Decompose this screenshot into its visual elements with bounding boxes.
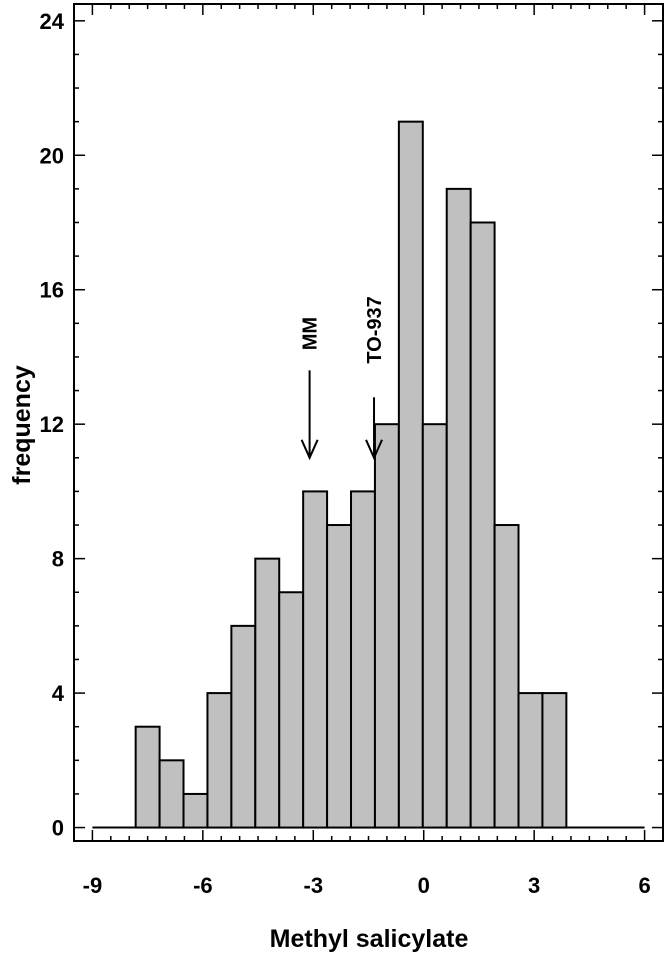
histogram-bar <box>373 423 400 829</box>
histogram-bar <box>445 187 472 829</box>
y-tick-label: 12 <box>40 412 64 437</box>
x-tick-label: 6 <box>638 873 650 898</box>
y-tick-label: 20 <box>40 143 64 168</box>
y-axis-title: frequency <box>8 365 36 485</box>
histogram-bar <box>254 557 281 829</box>
histogram-bar <box>541 692 568 829</box>
x-tick-label: -9 <box>83 873 103 898</box>
x-tick-label: -3 <box>304 873 324 898</box>
histogram-bar <box>302 490 329 829</box>
histogram-bar <box>421 423 448 829</box>
histogram-bar <box>397 120 424 829</box>
annotation-arrow-head <box>365 439 383 461</box>
histogram-bar <box>469 221 496 829</box>
annotations-layer: MM TO-937 <box>300 296 386 461</box>
annotation-label: TO-937 <box>364 296 386 363</box>
histogram-bar <box>134 725 161 829</box>
histogram-bar <box>278 591 305 829</box>
y-tick-label: 4 <box>52 681 65 706</box>
histogram-bar <box>158 759 185 829</box>
histogram-bar <box>326 524 353 829</box>
histogram-bar <box>230 624 257 829</box>
histogram-bar <box>493 524 520 829</box>
histogram-bar <box>182 792 209 829</box>
y-tick-label: 8 <box>52 547 64 572</box>
x-tick-label: -6 <box>193 873 213 898</box>
x-tick-label: 3 <box>528 873 540 898</box>
y-tick-label: 24 <box>40 9 65 34</box>
x-axis-title: Methyl salicylate <box>270 925 469 953</box>
y-tick-label: 16 <box>40 278 64 303</box>
histogram-bar <box>350 490 376 829</box>
annotation-label: MM <box>300 317 322 350</box>
x-tick-label: 0 <box>418 873 430 898</box>
annotation-arrow-head <box>300 439 319 461</box>
histogram-bar <box>206 692 233 829</box>
bars-layer <box>92 120 645 829</box>
histogram-bar <box>517 692 544 829</box>
y-tick-label: 0 <box>52 816 64 841</box>
axes-layer: -9 -6 -3 0 3 6 0 4 8 12 16 20 24 <box>40 3 664 898</box>
